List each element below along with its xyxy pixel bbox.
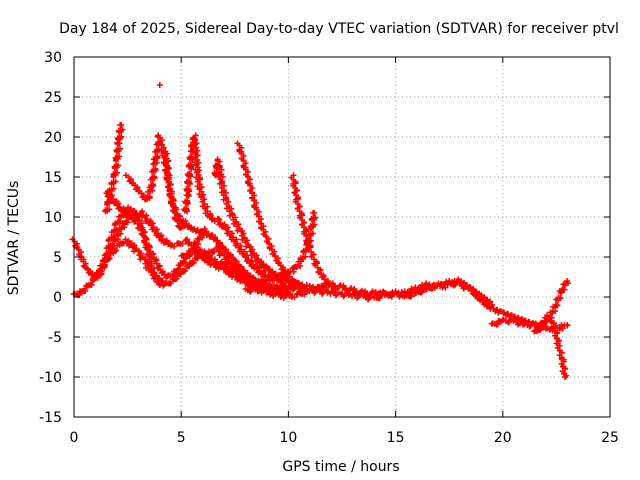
- series-arc-7: [156, 82, 163, 88]
- plot-frame: [73, 56, 611, 418]
- series-arc-18: [531, 312, 570, 380]
- x-tick-label: 25: [601, 430, 619, 446]
- y-tick-label: 30: [44, 50, 62, 66]
- data-points: [69, 82, 571, 380]
- y-tick-label: 5: [53, 250, 62, 266]
- axis-ticks: 0 5 10 15 20 25 -15 -10 -5 0 5 10 15 20 25 30: [39, 50, 619, 446]
- x-tick-label: 0: [70, 430, 79, 446]
- y-tick-label: 25: [44, 90, 62, 106]
- y-axis-label: SDTVAR / TECUs: [6, 181, 22, 296]
- y-tick-label: 20: [44, 130, 62, 146]
- x-tick-label: 5: [177, 430, 186, 446]
- y-tick-label: 10: [44, 210, 62, 226]
- chart-title: Day 184 of 2025, Sidereal Day-to-day VTE…: [59, 21, 619, 37]
- series-markers: [531, 312, 570, 380]
- y-tick-label: -5: [48, 330, 62, 346]
- series-markers: [234, 140, 305, 290]
- y-tick-label: -10: [39, 370, 62, 386]
- x-tick-label: 10: [279, 430, 297, 446]
- x-tick-label: 15: [387, 430, 405, 446]
- series-arc-11: [234, 140, 305, 290]
- series-markers: [161, 148, 292, 293]
- y-tick-label: 15: [44, 170, 62, 186]
- series-markers: [156, 82, 163, 88]
- x-axis-label: GPS time / hours: [282, 459, 399, 475]
- x-tick-label: 20: [494, 430, 512, 446]
- y-tick-label: -15: [39, 410, 62, 426]
- y-tick-label: 0: [53, 290, 62, 306]
- series-arc-8: [161, 148, 292, 293]
- grid-lines: [74, 57, 610, 417]
